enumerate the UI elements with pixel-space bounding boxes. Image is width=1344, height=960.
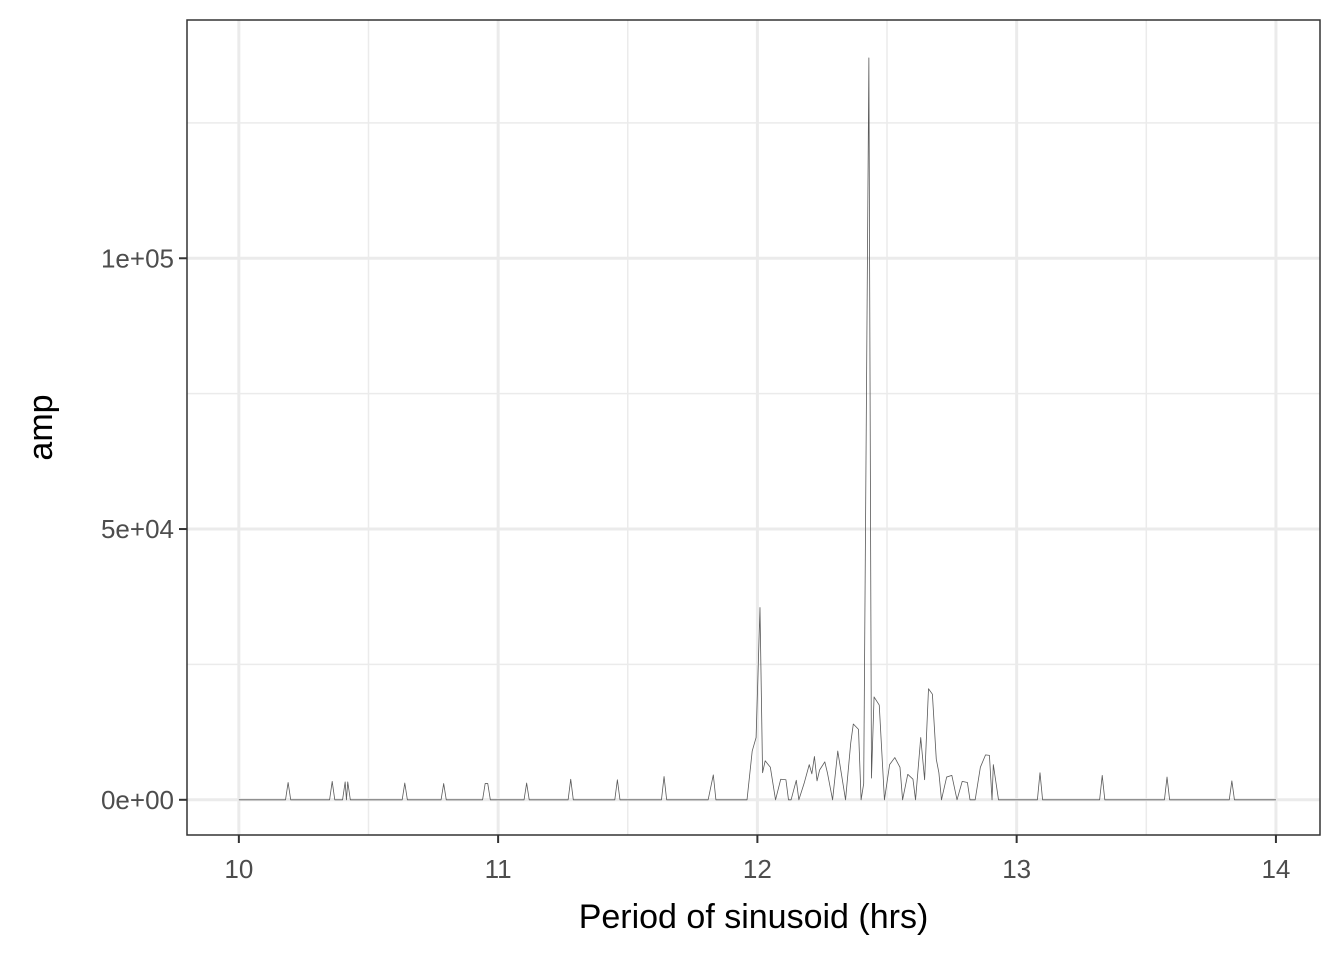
y-tick-label: 1e+05 <box>101 243 174 273</box>
x-tick-label: 10 <box>224 854 253 884</box>
series-layer <box>238 57 1276 801</box>
x-tick-label: 14 <box>1261 854 1290 884</box>
y-axis-ticks: 0e+00 5e+04 1e+05 <box>101 243 187 815</box>
y-tick-label: 0e+00 <box>101 785 174 815</box>
panel-border <box>186 19 1321 836</box>
x-axis-title: Period of sinusoid (hrs) <box>579 898 929 936</box>
x-axis-ticks: 10 11 12 13 14 <box>224 835 1290 884</box>
x-tick-label: 11 <box>485 854 512 884</box>
minor-gridlines <box>187 20 1320 835</box>
y-axis-title: amp <box>22 394 60 460</box>
y-tick-label: 5e+04 <box>101 514 174 544</box>
x-tick-label: 12 <box>743 854 772 884</box>
series-line-amp <box>238 57 1276 801</box>
x-tick-label: 13 <box>1002 854 1031 884</box>
